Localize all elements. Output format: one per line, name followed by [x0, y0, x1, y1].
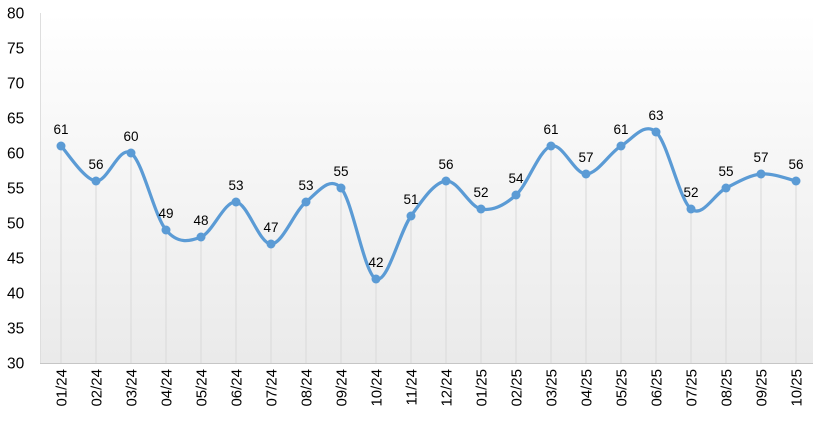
x-axis-label: 02/24: [89, 369, 106, 407]
data-point-marker: [756, 169, 766, 179]
data-point-marker: [686, 204, 696, 214]
data-point-marker: [546, 141, 556, 151]
data-point-marker: [616, 141, 626, 151]
x-axis-label: 10/24: [369, 369, 386, 407]
x-axis-label: 07/24: [264, 369, 281, 407]
data-point-label: 55: [333, 164, 348, 179]
x-axis-label: 05/24: [194, 369, 211, 407]
data-point-label: 53: [228, 178, 243, 193]
data-point-marker: [476, 204, 486, 214]
data-point-label: 52: [683, 185, 698, 200]
x-axis-label: 04/24: [159, 369, 176, 407]
data-point-marker: [511, 190, 521, 200]
data-point-marker: [126, 148, 136, 158]
data-point-marker: [161, 225, 171, 235]
data-point-marker: [581, 169, 591, 179]
x-axis-label: 03/24: [124, 369, 141, 407]
data-point-label: 48: [193, 213, 208, 228]
x-axis-label: 01/25: [474, 369, 491, 407]
data-point-marker: [196, 232, 206, 242]
x-axis-label: 06/25: [649, 369, 666, 407]
x-axis-label: 11/24: [404, 369, 421, 405]
data-point-marker: [266, 239, 276, 249]
data-point-marker: [301, 197, 311, 207]
data-point-label: 55: [718, 164, 733, 179]
data-point-label: 56: [788, 157, 803, 172]
data-point-label: 52: [473, 185, 488, 200]
data-point-marker: [91, 176, 101, 186]
data-point-marker: [336, 183, 346, 193]
data-point-marker: [651, 127, 661, 137]
data-point-label: 60: [123, 129, 138, 144]
data-point-label: 57: [578, 150, 593, 165]
data-point-marker: [791, 176, 801, 186]
data-point-marker: [406, 211, 416, 221]
data-point-label: 47: [263, 220, 278, 235]
x-axis-label: 06/24: [229, 369, 246, 407]
y-axis-label: 55: [7, 181, 24, 198]
x-axis-label: 08/24: [299, 369, 316, 407]
y-axis-label: 70: [7, 76, 25, 93]
y-axis-label: 30: [7, 356, 25, 373]
x-axis-label: 08/25: [719, 369, 736, 407]
data-point-marker: [371, 274, 381, 284]
y-axis-label: 60: [7, 146, 25, 163]
data-point-marker: [441, 176, 451, 186]
x-axis-label: 05/25: [614, 369, 631, 407]
y-axis-label: 75: [7, 41, 24, 58]
plot-area-background: [40, 13, 813, 363]
data-point-label: 61: [53, 122, 68, 137]
data-point-label: 42: [368, 255, 383, 270]
data-point-label: 57: [753, 150, 768, 165]
data-point-marker: [56, 141, 66, 151]
data-point-label: 61: [543, 122, 558, 137]
x-axis-label: 10/25: [789, 369, 806, 407]
y-axis-label: 50: [7, 216, 25, 233]
series-line: [59, 127, 798, 281]
data-point-label: 54: [508, 171, 524, 186]
data-point-label: 56: [88, 157, 103, 172]
y-axis-label: 45: [7, 251, 24, 268]
data-point-label: 61: [613, 122, 628, 137]
y-axis-label: 65: [7, 111, 24, 128]
x-axis-label: 09/25: [754, 369, 771, 407]
y-axis-label: 35: [7, 321, 24, 338]
x-axis-label: 01/24: [54, 369, 71, 407]
data-point-label: 53: [298, 178, 313, 193]
data-point-marker: [721, 183, 731, 193]
y-axis-label: 40: [7, 286, 25, 303]
x-axis-label: 03/25: [544, 369, 561, 407]
x-axis-label: 02/25: [509, 369, 526, 407]
data-point-label: 56: [438, 157, 453, 172]
data-point-label: 63: [648, 108, 663, 123]
x-axis-label: 09/24: [334, 369, 351, 407]
y-axis-label: 80: [7, 6, 25, 23]
x-axis-label: 12/24: [439, 369, 456, 407]
data-point-marker: [231, 197, 241, 207]
data-point-label: 51: [403, 192, 418, 207]
x-axis-label: 07/25: [684, 369, 701, 407]
data-point-label: 49: [158, 206, 173, 221]
x-axis-label: 04/25: [579, 369, 596, 407]
